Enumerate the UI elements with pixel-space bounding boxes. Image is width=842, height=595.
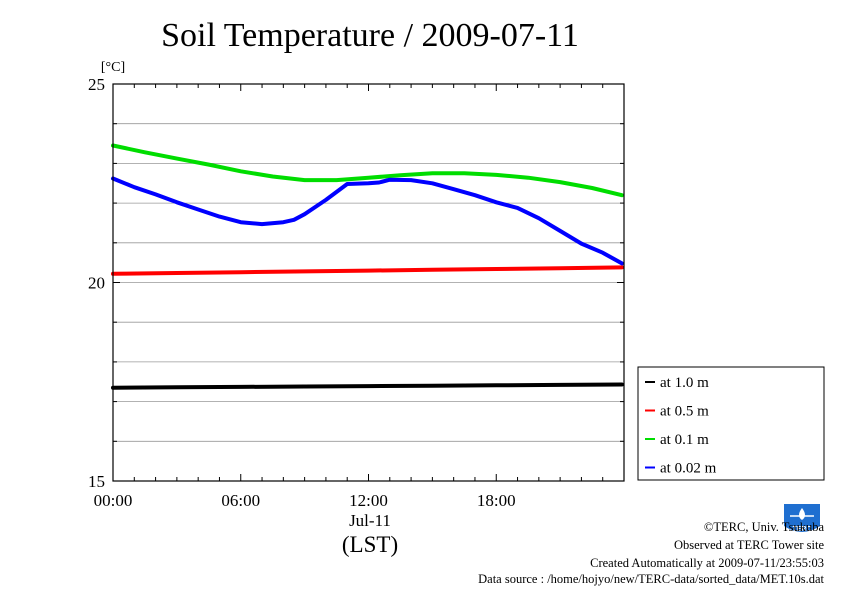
footer-observed: Observed at TERC Tower site [673, 538, 824, 552]
y-axis-unit-label: [°C] [101, 60, 125, 75]
series-line [111, 265, 624, 276]
series-line [111, 176, 624, 266]
axis-ticks: 15 20 25 00:00 06:00 12:00 18:00 [88, 75, 625, 510]
legend-label: at 0.5 m [660, 404, 709, 420]
series-line [111, 143, 624, 198]
y-tick-label: 25 [88, 75, 105, 94]
legend: at 1.0 m at 0.5 m at 0.1 m at 0.02 m [637, 366, 825, 481]
x-axis-label: (LST) [342, 532, 398, 557]
footer-copyright: ©TERC, Univ. Tsukuba [703, 520, 824, 534]
terc-logo: TERC [784, 504, 820, 533]
series-line [111, 382, 624, 390]
legend-label: at 0.02 m [660, 461, 717, 477]
x-tick-label: 12:00 [349, 491, 388, 510]
x-tick-label: 06:00 [221, 491, 260, 510]
x-tick-label: 18:00 [477, 491, 516, 510]
footer-source: Data source : /home/hojyo/new/TERC-data/… [478, 572, 824, 586]
y-tick-label: 20 [88, 274, 105, 293]
chart-title: Soil Temperature / 2009-07-11 [161, 17, 579, 54]
x-axis-date-label: Jul-11 [349, 511, 391, 530]
legend-box [637, 366, 825, 481]
data-series [111, 143, 624, 390]
x-tick-label: 00:00 [94, 491, 133, 510]
grid-lines [113, 123, 624, 442]
logo-text: TERC [792, 526, 811, 533]
legend-label: at 1.0 m [660, 375, 709, 391]
legend-label: at 0.1 m [660, 432, 709, 448]
footer-created: Created Automatically at 2009-07-11/23:5… [590, 556, 824, 570]
y-tick-label: 15 [88, 472, 105, 491]
